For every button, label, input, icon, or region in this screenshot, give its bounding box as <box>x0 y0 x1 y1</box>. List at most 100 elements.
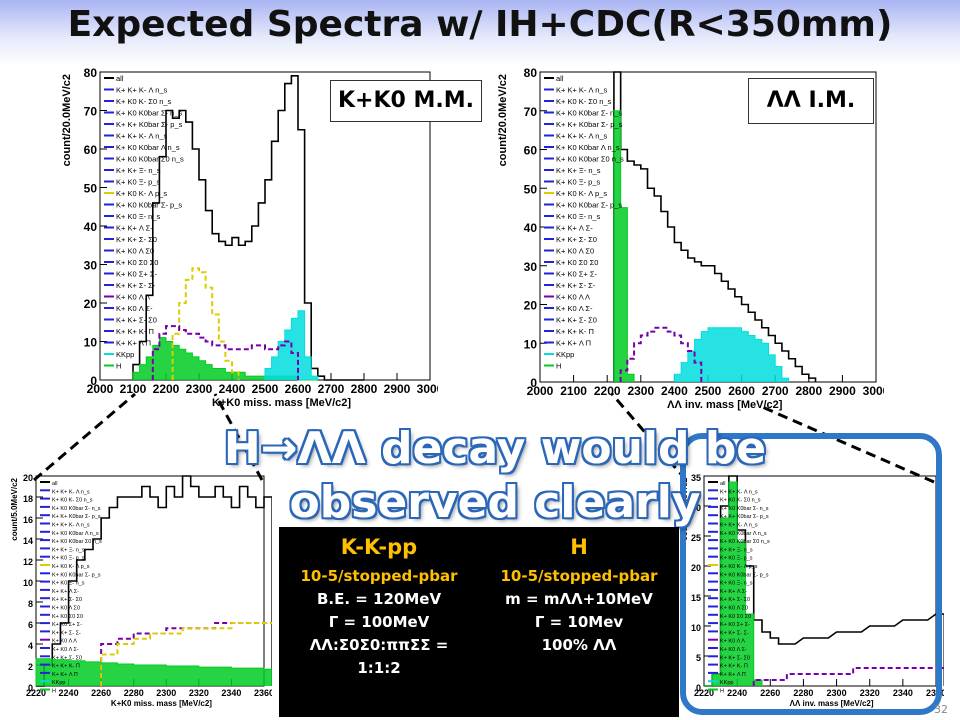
legend-label: K+ K0 Λ Λ <box>52 639 77 645</box>
legend-label: K+ K+ K- Λ n_s <box>556 86 608 95</box>
x-tick-label: 2240 <box>59 688 79 698</box>
y-tick-label: 2 <box>28 662 33 672</box>
y-tick-label: 5 <box>696 653 701 663</box>
legend-label: K+ K0 Σ+ Σ- <box>52 622 82 628</box>
legend-label: K+ K0 K- Σ0 n_s <box>52 498 93 504</box>
x-tick-label: 2220 <box>694 688 714 698</box>
legend-label: K+ K0 Ξ- n_s <box>116 212 161 221</box>
y-tick-label: 20 <box>84 297 98 311</box>
y-tick-label: 10 <box>84 336 98 350</box>
x-tick-label: 2100 <box>120 382 147 396</box>
x-tick-label: 2300 <box>186 382 213 396</box>
legend-label: K+ K0 K- Λ p_s <box>116 189 167 198</box>
legend-label: K+ K+ Λ Π <box>52 672 78 678</box>
legend-label: H <box>116 362 121 371</box>
legend-label: K+ K+ Σ- Σ0 <box>556 235 597 244</box>
legend-label: K+ K0 Λ Λ <box>556 293 590 302</box>
y-tick-label: 14 <box>23 536 33 546</box>
legend-label: K+ K0 K0bar Σ- n_s <box>116 109 182 118</box>
kkpp-header: K-K-pp <box>340 535 418 559</box>
legend-label: K+ K0 Ξ- p_s <box>720 556 753 562</box>
y-tick-label: 20 <box>524 299 538 313</box>
page-number: 32 <box>934 703 948 716</box>
legend-label: K+ K+ Λ Σ- <box>556 224 593 233</box>
x-tick-label: 2240 <box>727 688 747 698</box>
legend-label: K+ K+ Ξ- n_s <box>556 166 601 175</box>
legend-label: K+ K0 Σ0 Σ0 <box>52 614 83 620</box>
x-tick-label: 2900 <box>384 382 411 396</box>
y-axis-label: count/20.0MeV/c2 <box>497 74 509 166</box>
x-tick-label: 2360 <box>254 688 272 698</box>
series-all <box>704 475 944 687</box>
legend-label: K+ K0 K0bar Σ0 n_s <box>556 155 624 164</box>
h-mass: m = mΛΛ+10MeV <box>505 590 653 608</box>
plot-tag-kk-mm: K+K0 M.M. <box>330 80 482 122</box>
y-tick-label: 40 <box>524 221 538 235</box>
legend-label: K+ K+ Σ- Σ0 <box>52 655 82 661</box>
h-width: Γ = 10Mev <box>534 613 624 631</box>
legend-label: K+ K0 K- Σ0 n_s <box>116 97 172 106</box>
legend-label: K+ K0 Ξ- n_s <box>52 581 85 587</box>
y-tick-label: 4 <box>28 641 33 651</box>
x-tick-label: 2000 <box>527 384 554 398</box>
series-bg <box>151 325 299 380</box>
y-tick-label: 70 <box>524 105 538 119</box>
legend-label: all <box>556 74 564 83</box>
y-tick-label: 10 <box>691 623 701 633</box>
h-header: H <box>570 535 588 559</box>
x-tick-label: 2320 <box>189 688 209 698</box>
series-all <box>36 475 272 687</box>
legend-label: K+ K0 K0bar Λ n_s <box>116 143 180 152</box>
plot-kk-zoom: 0 2 4 6 8 10 12 14 16 18 20 2220 2240 2260 2280 2300 232… <box>8 470 272 718</box>
x-tick-label: 2800 <box>795 384 822 398</box>
y-tick-label: 60 <box>524 144 538 158</box>
x-tick-label: 2300 <box>156 688 176 698</box>
legend-label: K+ K+ Σ- Σ0 <box>556 316 597 325</box>
legend-label: K+ K0 Λ Σ0 <box>52 606 80 612</box>
x-tick-label: 2700 <box>318 382 345 396</box>
plot-kk-missing-mass: 0 10 20 30 40 50 60 70 80 2000 2100 2200 2300 2400 250… <box>58 66 438 414</box>
legend-label: K+ K0 Λ Σ- <box>116 304 153 313</box>
series-all <box>613 71 817 382</box>
series-all <box>132 75 364 381</box>
legend-label: K+ K0 Λ Λ <box>720 639 745 645</box>
legend-label: K+ K0 Λ Σ0 <box>556 247 594 256</box>
x-tick-label: 2400 <box>219 382 246 396</box>
callout-line-1: H→ΛΛ decay would be <box>223 423 767 474</box>
legend-label: H <box>720 689 724 695</box>
legend-label: K+ K+ K- Λ n_s <box>720 489 758 495</box>
legend-label: K+ K+ Σ- Σ0 <box>116 316 157 325</box>
legend-label: all <box>116 74 124 83</box>
series-h <box>613 110 635 382</box>
y-tick-label: 30 <box>691 503 701 513</box>
legend-label: K+ K0 Λ Σ0 <box>720 606 748 612</box>
legend-label: KKpp <box>52 680 65 686</box>
x-tick-label: 2400 <box>661 384 688 398</box>
y-tick-label: 0 <box>90 374 97 388</box>
y-tick-label: 70 <box>84 105 98 119</box>
kkpp-rate: 10-5/stopped-pbar <box>300 567 458 585</box>
x-tick-label: 2200 <box>153 382 180 396</box>
legend-label: K+ K0 K0bar Σ0 n_s <box>52 539 102 545</box>
plot-svg: 0 5 10 15 20 25 30 35 2220 2240 2260 2280 2300 2320 23… <box>680 473 944 708</box>
plot-ll-invariant-mass: 0 10 20 30 40 50 60 70 80 2000 2100 2200 2300 2400 250… <box>494 66 884 428</box>
y-tick-label: 50 <box>84 182 98 196</box>
series-bg <box>619 326 703 382</box>
kkpp-column: K-K-pp 10-5/stopped-pbar B.E. = 120MeV Γ… <box>279 535 479 680</box>
y-tick-label: 30 <box>524 260 538 274</box>
legend-label: K+ K0 K- Λ p_s <box>556 189 607 198</box>
legend-label: K+ K0 Σ0 Σ0 <box>720 614 751 620</box>
legend-label: K+ K+ Σ- Σ- <box>116 281 156 290</box>
y-tick-label: 0 <box>28 683 33 693</box>
legend-label: KKpp <box>556 350 574 359</box>
highlight-frame <box>680 433 942 715</box>
x-tick-label: 2220 <box>26 688 46 698</box>
legend-label: K+ K+ K0bar Σ- p_s <box>52 514 101 520</box>
title-bar <box>0 0 960 66</box>
legend-label: H <box>556 362 561 371</box>
x-tick-label: 3000 <box>863 384 884 398</box>
y-tick-label: 20 <box>691 563 701 573</box>
legend-label: KKpp <box>116 350 134 359</box>
x-tick-label: 2500 <box>695 384 722 398</box>
x-tick-label: 2280 <box>793 688 813 698</box>
